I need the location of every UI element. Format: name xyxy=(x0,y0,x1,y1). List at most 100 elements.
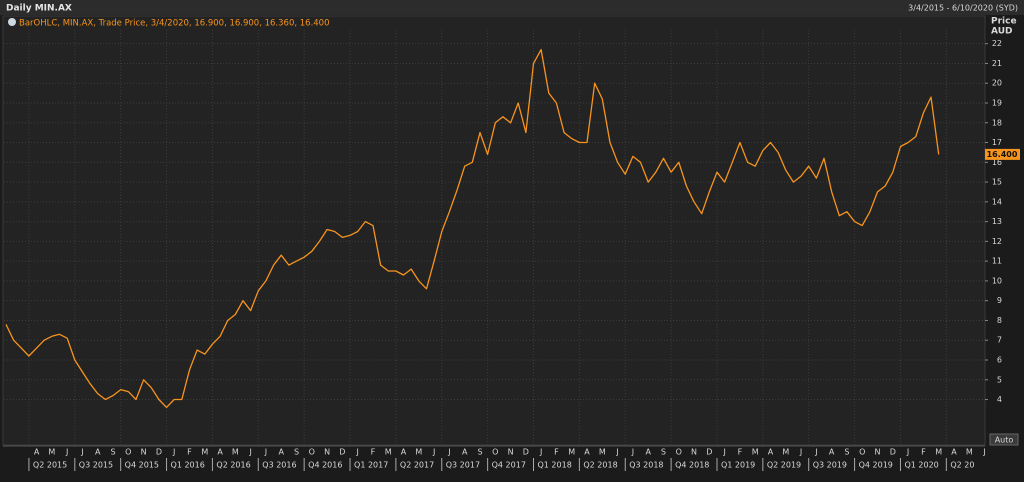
quarter-label: Q2 2015 xyxy=(33,461,67,470)
quarter-label: Q2 2016 xyxy=(216,461,250,470)
y-axis-title: Price xyxy=(991,17,1017,27)
quarter-label: Q4 2019 xyxy=(859,461,893,470)
y-tick-label: 16 xyxy=(992,158,1002,167)
x-tick-label: S xyxy=(661,448,666,457)
date-range: 3/4/2015 - 6/10/2020 (SYD) xyxy=(908,4,1018,13)
x-tick-label: M xyxy=(415,448,422,457)
x-tick-label: O xyxy=(676,448,682,457)
y-tick-label: 4 xyxy=(997,395,1002,404)
x-tick-label: N xyxy=(324,448,330,457)
y-tick-label: 9 xyxy=(997,296,1002,305)
y-tick-label: 8 xyxy=(997,316,1002,325)
x-tick-label: D xyxy=(523,448,529,457)
y-tick-label: 15 xyxy=(992,178,1002,187)
y-tick-label: 12 xyxy=(992,237,1002,246)
x-tick-label: J xyxy=(172,448,175,457)
x-tick-label: J xyxy=(814,448,817,457)
y-tick-label: 10 xyxy=(992,276,1002,285)
quarter-label: Q4 2017 xyxy=(492,461,526,470)
y-tick-label: 13 xyxy=(992,217,1002,226)
x-tick-label: F xyxy=(554,448,559,457)
x-tick-label: J xyxy=(447,448,450,457)
x-tick-label: O xyxy=(125,448,131,457)
y-axis-unit: AUD xyxy=(991,27,1012,37)
x-tick-label: S xyxy=(294,448,299,457)
quarter-label: Q3 2015 xyxy=(79,461,113,470)
x-tick-label: J xyxy=(539,448,542,457)
quarter-label: Q1 2017 xyxy=(354,461,388,470)
quarter-label: Q1 2018 xyxy=(538,461,572,470)
quarter-label: Q3 2019 xyxy=(813,461,847,470)
x-tick-label: M xyxy=(599,448,606,457)
x-tick-label: A xyxy=(462,448,468,457)
header-bar xyxy=(0,0,1024,15)
quarter-label: Q2 2017 xyxy=(400,461,434,470)
x-tick-label: M xyxy=(232,448,239,457)
y-tick-label: 6 xyxy=(997,355,1002,364)
y-tick-label: 18 xyxy=(992,118,1002,127)
x-tick-label: A xyxy=(401,448,407,457)
x-tick-label: J xyxy=(906,448,909,457)
x-tick-label: J xyxy=(615,448,618,457)
chart-title: Daily MIN.AX xyxy=(6,4,72,14)
x-tick-label: D xyxy=(339,448,345,457)
x-tick-label: J xyxy=(722,448,725,457)
quarter-label: Q4 2018 xyxy=(675,461,709,470)
x-tick-label: M xyxy=(782,448,789,457)
x-tick-label: F xyxy=(371,448,376,457)
x-tick-label: M xyxy=(752,448,759,457)
x-tick-label: O xyxy=(309,448,315,457)
x-tick-label: S xyxy=(477,448,482,457)
x-tick-label: M xyxy=(385,448,392,457)
x-tick-label: A xyxy=(217,448,223,457)
y-tick-label: 14 xyxy=(992,197,1002,206)
x-tick-label: F xyxy=(738,448,743,457)
x-tick-label: J xyxy=(355,448,358,457)
auto-button[interactable] xyxy=(989,433,1019,446)
legend: BarOHLC, MIN.AX, Trade Price, 3/4/2020, … xyxy=(19,19,330,29)
quarter-label: Q1 2019 xyxy=(721,461,755,470)
quarter-label: Q4 2016 xyxy=(308,461,342,470)
quarter-label: Q1 2016 xyxy=(171,461,205,470)
x-tick-label: A xyxy=(278,448,284,457)
x-tick-label: J xyxy=(80,448,83,457)
x-tick-label: M xyxy=(568,448,575,457)
quarter-label: Q3 2016 xyxy=(262,461,296,470)
quarter-label: Q2 20 xyxy=(950,461,974,470)
y-tick-label: 19 xyxy=(992,98,1002,107)
x-tick-label: N xyxy=(875,448,881,457)
x-tick-label: D xyxy=(890,448,896,457)
x-tick-label: S xyxy=(844,448,849,457)
x-tick-label: A xyxy=(951,448,957,457)
auto-button-label[interactable]: Auto xyxy=(995,436,1014,445)
x-tick-label: J xyxy=(799,448,802,457)
price-line xyxy=(5,48,940,409)
x-tick-label: M xyxy=(935,448,942,457)
plot-area xyxy=(2,15,986,446)
x-tick-label: O xyxy=(492,448,498,457)
x-tick-label: J xyxy=(65,448,68,457)
x-tick-label: S xyxy=(110,448,115,457)
x-tick-label: A xyxy=(768,448,774,457)
y-tick-label: 22 xyxy=(992,39,1002,48)
x-tick-label: M xyxy=(966,448,973,457)
last-price-flag xyxy=(985,148,1020,160)
x-tick-label: N xyxy=(141,448,147,457)
x-tick-label: A xyxy=(584,448,590,457)
x-tick-label: N xyxy=(508,448,514,457)
x-tick-label: N xyxy=(691,448,697,457)
x-tick-label: A xyxy=(645,448,651,457)
x-tick-label: M xyxy=(48,448,55,457)
y-tick-label: 17 xyxy=(992,138,1002,147)
x-tick-label: J xyxy=(264,448,267,457)
quarter-label: Q3 2017 xyxy=(446,461,480,470)
x-tick-label: J xyxy=(248,448,251,457)
x-tick-label: F xyxy=(187,448,192,457)
x-tick-label: D xyxy=(706,448,712,457)
y-tick-label: 5 xyxy=(997,375,1002,384)
legend-icon[interactable] xyxy=(8,18,16,26)
y-tick-label: 21 xyxy=(992,59,1002,68)
x-tick-label: A xyxy=(95,448,101,457)
x-tick-label: O xyxy=(859,448,865,457)
